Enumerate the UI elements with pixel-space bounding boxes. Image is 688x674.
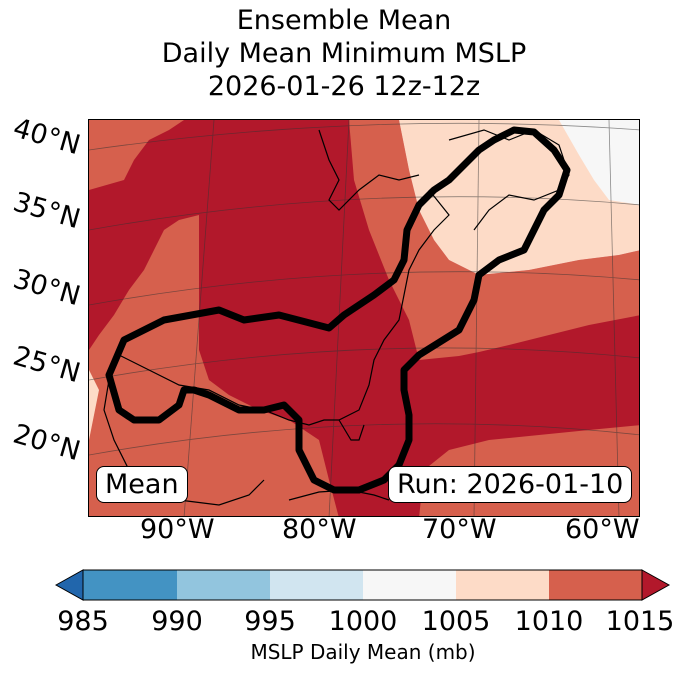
colorbar-tick-995: 995 [244, 606, 296, 637]
colorbar-tick-1000: 1000 [328, 606, 398, 637]
lon-label-90w: 90°W [140, 514, 215, 545]
colorbar-bin-1005-1010 [456, 570, 549, 600]
run-label: Run: 2026-01-10 [388, 466, 633, 503]
colorbar-bin-1000-1005 [363, 570, 456, 600]
lon-label-60w: 60°W [565, 514, 640, 545]
colorbar-bin-990-995 [177, 570, 270, 600]
title-line-1: Ensemble Mean [236, 5, 452, 36]
region-1010-1015-west [89, 120, 184, 190]
colorbar-tick-1005: 1005 [421, 606, 491, 637]
colorbar-tick-985: 985 [57, 606, 109, 637]
region-1010-1015-southwest [89, 215, 339, 516]
title-line-2: Daily Mean Minimum MSLP [161, 38, 527, 69]
title-line-3: 2026-01-26 12z-12z [207, 71, 481, 102]
lon-label-70w: 70°W [422, 514, 497, 545]
lon-label-80w: 80°W [282, 514, 357, 545]
colorbar-tick-1015: 1015 [605, 606, 675, 637]
colorbar-extend-high [641, 569, 671, 601]
region-lt1005 [559, 120, 639, 205]
region-1010-1015-northeast [349, 120, 639, 360]
mslp-contour [105, 126, 571, 494]
colorbar-tick-1010: 1010 [514, 606, 584, 637]
colorbar-bin-985-990 [83, 570, 177, 600]
graticule [89, 120, 639, 516]
colorbar-bin-995-1000 [270, 570, 363, 600]
colorbar-tick-990: 990 [151, 606, 203, 637]
colorbar-bin-1010-1015 [549, 570, 642, 600]
colorbar-title: MSLP Daily Mean (mb) [250, 640, 476, 664]
colorbar-frame [82, 569, 643, 601]
mean-label: Mean [96, 466, 188, 503]
region-1005-1010-west [89, 370, 99, 440]
colorbar-extend-low [54, 569, 84, 601]
